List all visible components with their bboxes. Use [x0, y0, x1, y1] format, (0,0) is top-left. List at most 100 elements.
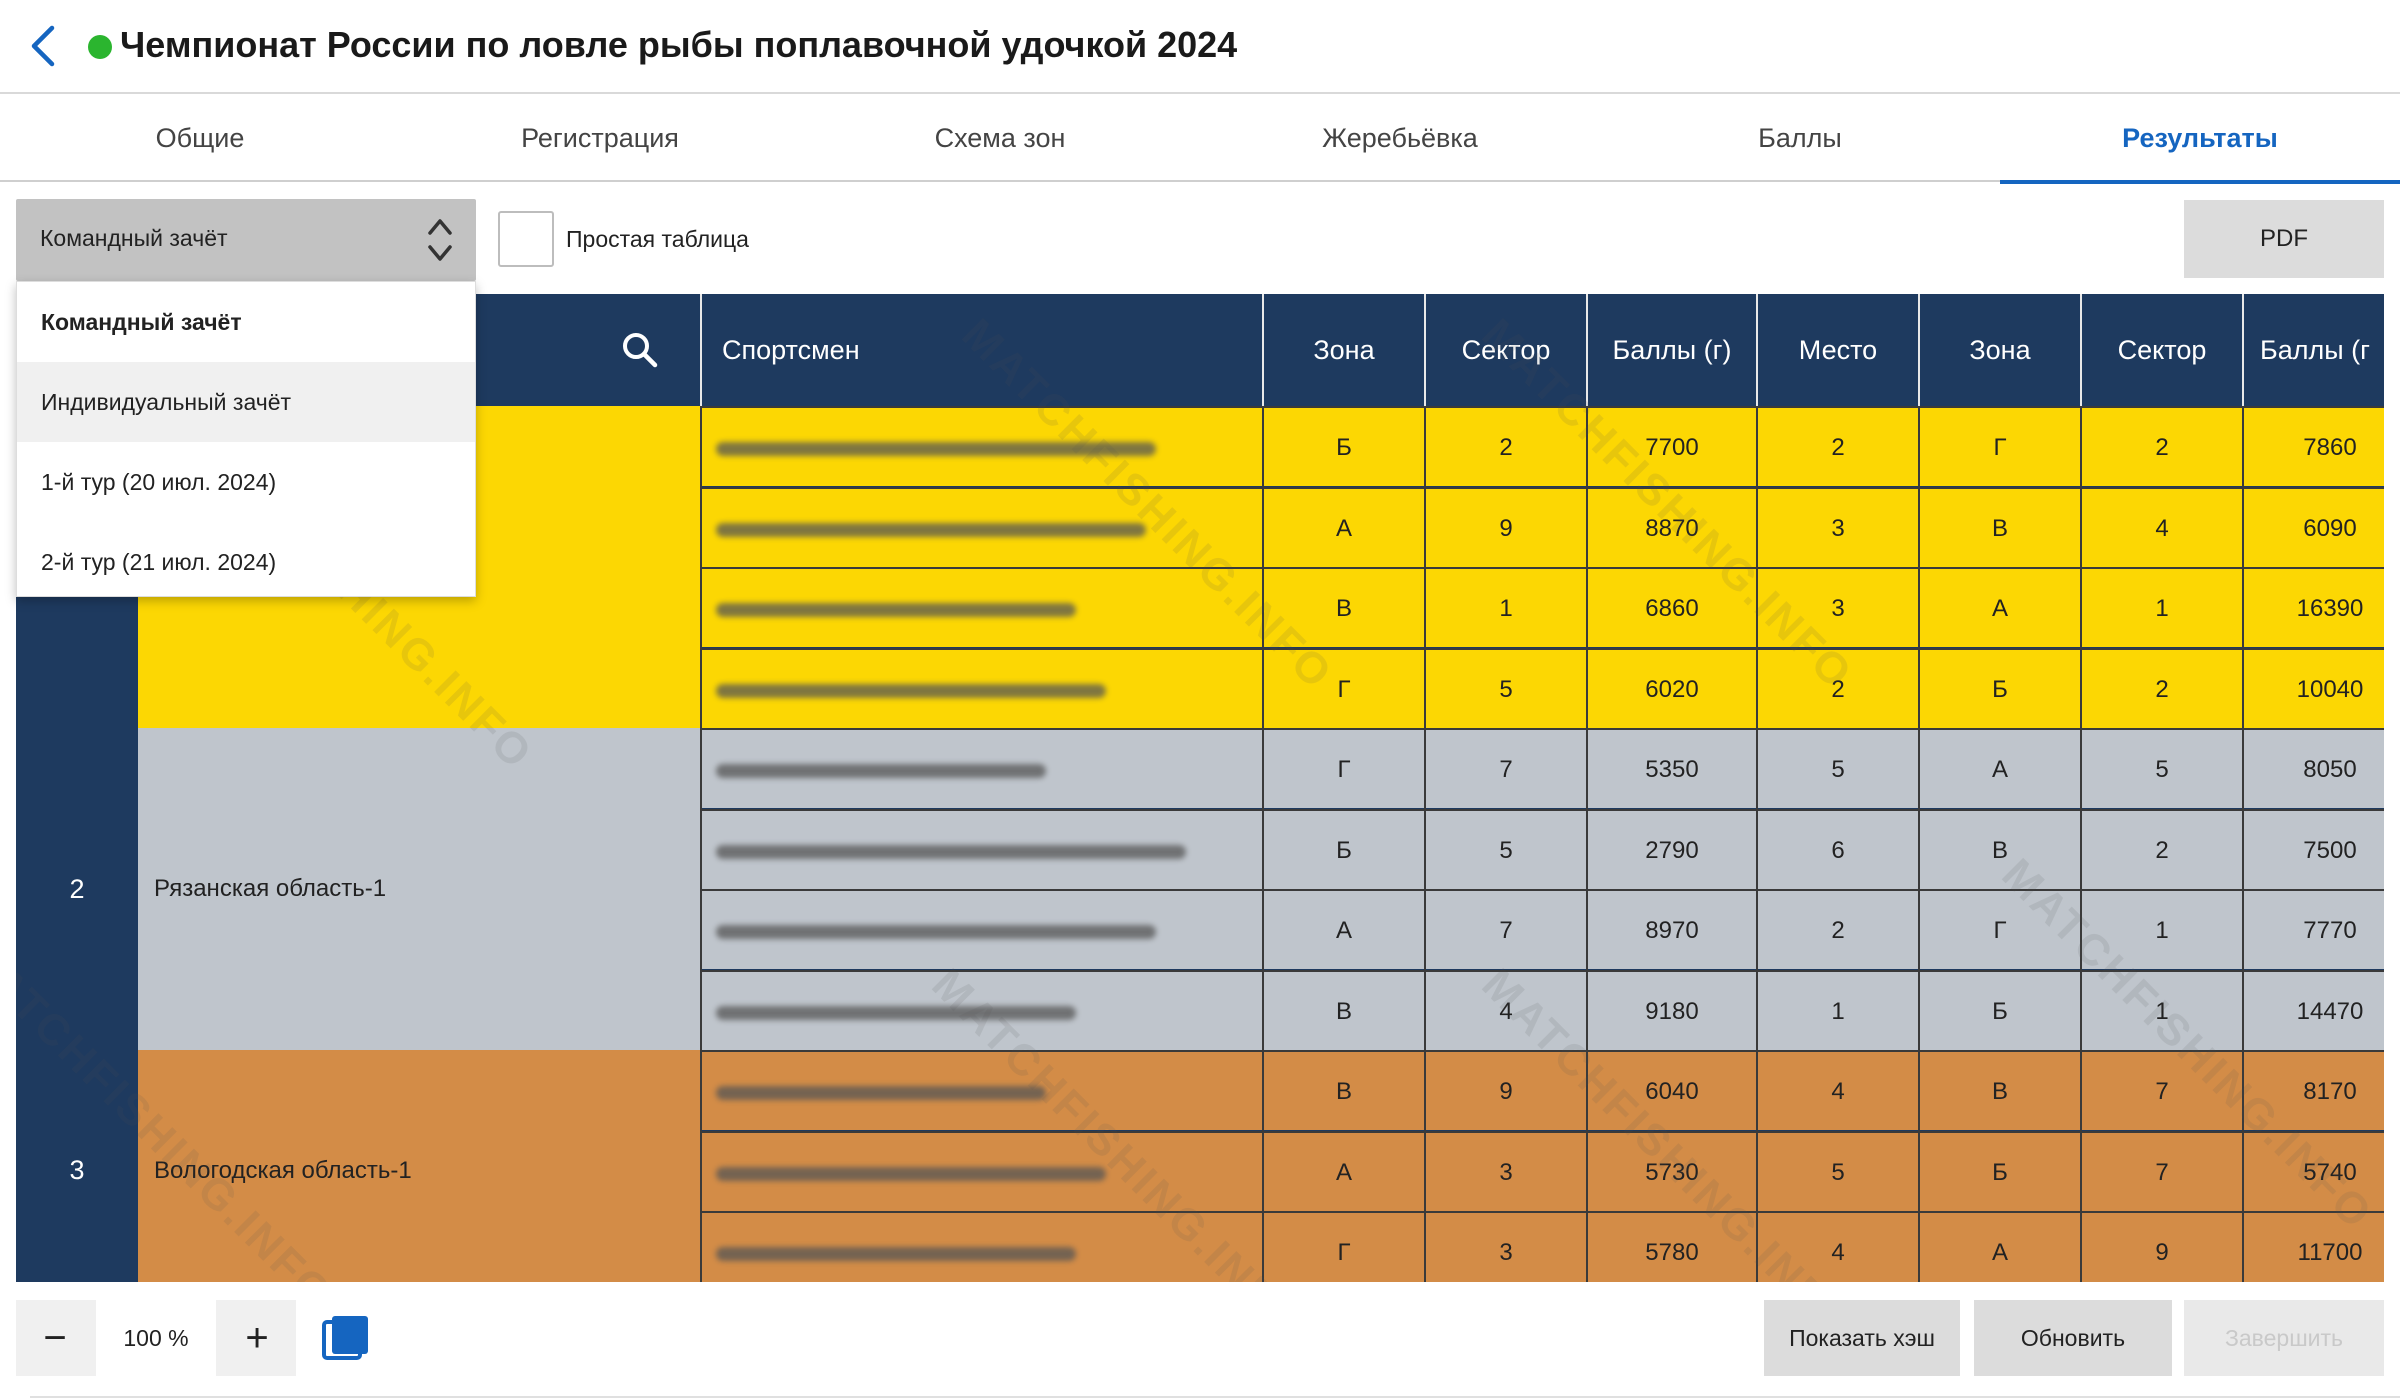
- page-title: Чемпионат России по ловле рыбы поплавочн…: [120, 24, 1238, 65]
- option-team-standings[interactable]: Командный зачёт: [41, 308, 242, 335]
- cell-points2: 8170: [2242, 1052, 2384, 1132]
- redacted-name: [716, 442, 1156, 456]
- tab-general[interactable]: Общие: [155, 122, 245, 153]
- cell-sector2: 5: [2080, 730, 2242, 810]
- table-row[interactable]: В 4 9180 1 Б 1 14470: [700, 969, 2384, 1052]
- cell-zone1: Г: [1262, 730, 1424, 810]
- refresh-button[interactable]: Обновить: [1974, 1300, 2172, 1376]
- results-table: Спортсмен Зона Сектор Баллы (г) Место Зо…: [16, 294, 2384, 1282]
- table-row[interactable]: В 9 6040 4 В 7 8170: [700, 1050, 2384, 1132]
- cell-sector2: 4: [2080, 488, 2242, 569]
- cell-zone2: Б: [1918, 971, 2080, 1052]
- cell-points2: 7860: [2242, 408, 2384, 488]
- cell-points1: 5780: [1586, 1213, 1756, 1282]
- tab-zone-scheme[interactable]: Схема зон: [934, 122, 1066, 153]
- tab-points[interactable]: Баллы: [1758, 122, 1842, 153]
- cell-sector2: 9: [2080, 1213, 2242, 1282]
- team-rank: 2: [16, 728, 138, 1050]
- cell-points2: 7500: [2242, 810, 2384, 891]
- header-points-1: Баллы (г): [1586, 294, 1756, 406]
- cell-place1: 4: [1756, 1213, 1918, 1282]
- tab-draw[interactable]: Жеребьёвка: [1322, 122, 1478, 153]
- athlete-name-cell: [700, 891, 1262, 971]
- cell-zone2: Г: [1918, 891, 2080, 971]
- zoom-out-button[interactable]: −: [43, 1315, 67, 1360]
- option-round-2[interactable]: 2-й тур (21 июл. 2024): [41, 548, 277, 575]
- table-row[interactable]: А 3 5730 5 Б 7 5740: [700, 1130, 2384, 1213]
- cell-place1: 5: [1756, 730, 1918, 810]
- athlete-name-cell: [700, 810, 1262, 891]
- cell-sector1: 2: [1424, 408, 1586, 488]
- cell-sector1: 1: [1424, 569, 1586, 649]
- table-row[interactable]: Г 3 5780 4 А 9 11700: [700, 1211, 2384, 1282]
- table-row[interactable]: А 9 8870 3 В 4 6090: [700, 486, 2384, 569]
- cell-place1: 2: [1756, 649, 1918, 730]
- cell-points1: 5730: [1586, 1132, 1756, 1213]
- cell-sector2: 7: [2080, 1132, 2242, 1213]
- cell-zone2: В: [1918, 1052, 2080, 1132]
- tab-bar: Общие Регистрация Схема зон Жеребьёвка Б…: [0, 94, 2400, 184]
- table-row[interactable]: Г 7 5350 5 А 5 8050: [700, 728, 2384, 810]
- cell-zone2: Б: [1918, 649, 2080, 730]
- finish-button[interactable]: Завершить: [2184, 1300, 2384, 1376]
- athlete-name-cell: [700, 1052, 1262, 1132]
- cell-sector1: 4: [1424, 971, 1586, 1052]
- redacted-name: [716, 683, 1106, 698]
- cell-sector1: 5: [1424, 810, 1586, 891]
- cell-zone1: В: [1262, 1052, 1424, 1132]
- chevron-up-down-icon: [428, 219, 452, 261]
- table-row[interactable]: Б 2 7700 2 Г 2 7860: [700, 406, 2384, 488]
- cell-zone2: А: [1918, 1213, 2080, 1282]
- zoom-in-button[interactable]: +: [245, 1315, 269, 1360]
- cell-zone2: А: [1918, 569, 2080, 649]
- cell-zone2: В: [1918, 810, 2080, 891]
- table-row[interactable]: Г 5 6020 2 Б 2 10040: [700, 647, 2384, 730]
- table-row[interactable]: А 7 8970 2 Г 1 7770: [700, 889, 2384, 971]
- cell-points2: 14470: [2242, 971, 2384, 1052]
- team-rank: 3: [16, 1050, 138, 1282]
- cell-sector1: 9: [1424, 1052, 1586, 1132]
- cell-zone1: Г: [1262, 649, 1424, 730]
- cell-points2: 5740: [2242, 1132, 2384, 1213]
- chevron-left-icon[interactable]: [24, 22, 64, 70]
- cell-sector2: 2: [2080, 810, 2242, 891]
- cell-zone1: В: [1262, 971, 1424, 1052]
- redacted-name: [716, 764, 1046, 778]
- cell-zone2: Г: [1918, 408, 2080, 488]
- table-row[interactable]: Б 5 2790 6 В 2 7500: [700, 808, 2384, 891]
- cell-place1: 6: [1756, 810, 1918, 891]
- cell-sector1: 3: [1424, 1132, 1586, 1213]
- cell-place1: 3: [1756, 569, 1918, 649]
- cell-zone2: Б: [1918, 1132, 2080, 1213]
- cell-points1: 8970: [1586, 891, 1756, 971]
- copy-icon[interactable]: [320, 1312, 372, 1364]
- standings-type-select[interactable]: Командный зачёт: [16, 199, 476, 281]
- zoom-control: − 100 % +: [16, 1300, 296, 1376]
- cell-sector1: 7: [1424, 891, 1586, 971]
- cell-place1: 5: [1756, 1132, 1918, 1213]
- simple-table-checkbox[interactable]: [498, 211, 554, 267]
- table-row[interactable]: В 1 6860 3 А 1 16390: [700, 567, 2384, 649]
- cell-sector2: 1: [2080, 891, 2242, 971]
- tab-results[interactable]: Результаты: [2000, 94, 2400, 184]
- athlete-name-cell: [700, 1132, 1262, 1213]
- show-hash-button[interactable]: Показать хэш: [1764, 1300, 1960, 1376]
- zoom-value: 100 %: [96, 1300, 216, 1376]
- cell-sector1: 9: [1424, 488, 1586, 569]
- cell-points1: 2790: [1586, 810, 1756, 891]
- pdf-button[interactable]: PDF: [2184, 200, 2384, 278]
- team-name: Вологодская область-1: [138, 1050, 700, 1282]
- option-individual-standings[interactable]: Индивидуальный зачёт: [17, 362, 475, 442]
- redacted-name: [716, 1247, 1076, 1261]
- option-round-1[interactable]: 1-й тур (20 июл. 2024): [41, 468, 277, 495]
- search-icon[interactable]: [620, 330, 660, 370]
- redacted-name: [716, 603, 1076, 617]
- athlete-name-cell: [700, 408, 1262, 488]
- cell-points2: 11700: [2242, 1213, 2384, 1282]
- cell-place1: 1: [1756, 971, 1918, 1052]
- tab-registration[interactable]: Регистрация: [521, 122, 679, 153]
- status-indicator: [88, 35, 112, 59]
- athlete-name-cell: [700, 730, 1262, 810]
- cell-sector1: 3: [1424, 1213, 1586, 1282]
- cell-zone1: А: [1262, 488, 1424, 569]
